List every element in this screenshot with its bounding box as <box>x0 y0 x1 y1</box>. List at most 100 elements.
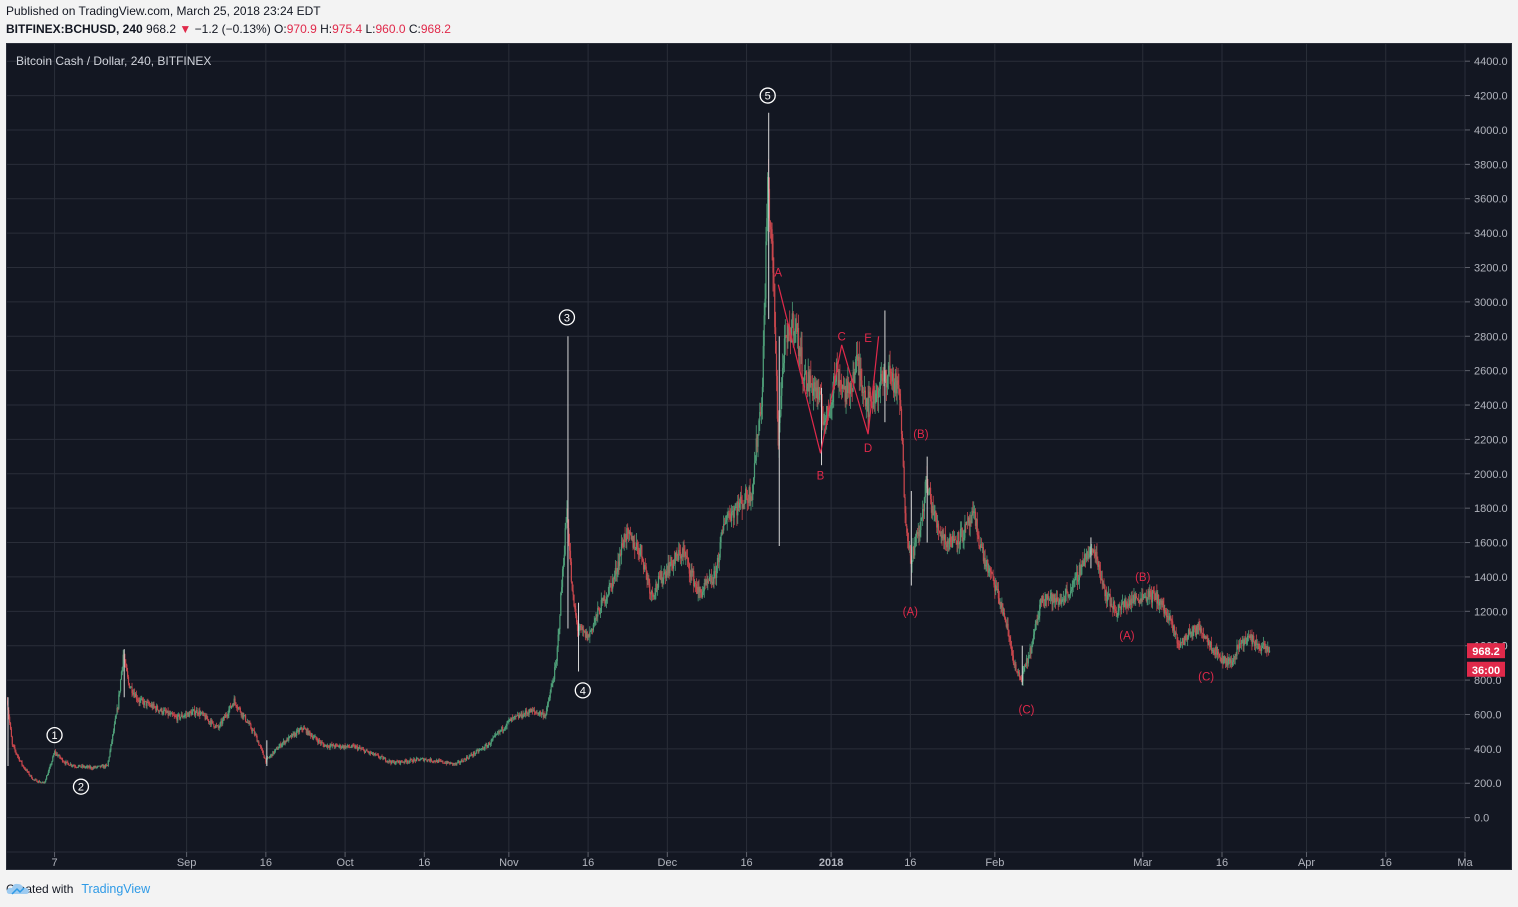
candle-body <box>1253 635 1255 642</box>
candle-body <box>899 393 901 400</box>
candle-body <box>551 683 553 687</box>
candle-body <box>7 700 8 705</box>
candle-body <box>165 711 167 713</box>
tradingview-link[interactable]: TradingView <box>6 882 150 896</box>
candle-body <box>952 535 955 542</box>
candle-body <box>1028 655 1030 657</box>
candle-body <box>838 379 840 386</box>
candle-body <box>664 571 666 574</box>
candle-body <box>628 531 631 534</box>
candle-body <box>844 386 846 402</box>
candle-body <box>941 535 943 539</box>
candle-body <box>281 742 284 745</box>
candle-body <box>857 356 859 361</box>
candle-body <box>325 744 328 748</box>
candle-body <box>33 779 35 781</box>
candle-body <box>1251 635 1253 645</box>
candle-body <box>703 583 705 591</box>
candle-body <box>384 758 386 759</box>
symbol-label: BITFINEX:BCHUSD, 240 <box>6 22 143 36</box>
candle-body <box>1077 580 1080 582</box>
candle-body <box>17 755 20 758</box>
candle-body <box>756 438 758 447</box>
candle-body <box>729 513 731 519</box>
candle-body <box>828 408 830 417</box>
candle-body <box>862 391 864 393</box>
candle-body <box>976 519 978 535</box>
candle-body <box>65 761 67 765</box>
candle-body <box>781 377 783 396</box>
candle-body <box>226 715 228 717</box>
candle-body <box>742 504 744 509</box>
wave-label: 1 <box>51 730 57 742</box>
candle-body <box>945 544 948 548</box>
candle-body <box>171 713 174 715</box>
candle-body <box>1096 551 1098 560</box>
candle-body <box>1216 647 1218 655</box>
candle-body <box>797 327 800 357</box>
candle-body <box>154 706 156 708</box>
candle-body <box>775 327 777 354</box>
candle-body <box>132 693 134 695</box>
candle-body <box>917 531 919 535</box>
candle-body <box>642 557 644 562</box>
candle-body <box>547 701 550 704</box>
candle-body <box>70 763 72 766</box>
candle-body <box>526 712 528 714</box>
candle-body <box>533 710 535 712</box>
candle-body <box>333 744 335 747</box>
candle-body <box>1111 603 1113 608</box>
candle-body <box>912 546 914 561</box>
candle-body <box>1224 656 1226 662</box>
candle-body <box>1180 642 1183 644</box>
candle-body <box>410 759 412 760</box>
candle-body <box>494 735 496 737</box>
candle-body <box>1123 605 1125 608</box>
candle-body <box>437 760 440 763</box>
candle-body <box>997 589 999 599</box>
candle-body <box>937 523 940 531</box>
candle-body <box>84 767 86 768</box>
candle-body <box>752 484 754 501</box>
candle-body <box>816 387 818 400</box>
candle-body <box>911 560 913 565</box>
candle-body <box>479 749 481 751</box>
candle-body <box>399 760 401 764</box>
candle-body <box>745 488 748 499</box>
candle-body <box>654 592 656 596</box>
candle-body <box>188 711 190 717</box>
candle-body <box>488 743 491 745</box>
candle-body <box>713 571 715 584</box>
candle-body <box>1259 649 1261 650</box>
candle-body <box>493 736 495 738</box>
candle-body <box>1215 647 1217 655</box>
candle-body <box>546 703 549 708</box>
candle-body <box>636 542 638 548</box>
candle-body <box>68 765 71 767</box>
candle-body <box>897 380 899 386</box>
candle-body <box>1042 596 1044 601</box>
candle-body <box>568 528 570 543</box>
candle-body <box>646 571 648 581</box>
candle-body <box>929 487 932 500</box>
chart-area[interactable]: 1 2 3 4 5 A B C D E (A) (B) (C) (A) (B) (C) 0.0 200.0 400… <box>6 43 1512 870</box>
candle-body <box>792 313 794 336</box>
candle-body <box>368 752 370 754</box>
candle-body <box>383 758 385 760</box>
candle-body <box>717 557 719 563</box>
candle-body <box>744 502 746 505</box>
candle-body <box>222 719 224 724</box>
candle-body <box>208 719 210 723</box>
candle-body <box>536 712 538 714</box>
candle-body <box>1194 628 1197 635</box>
candle-body <box>874 401 876 403</box>
candle-body <box>146 702 148 706</box>
candle-body <box>785 335 787 337</box>
candle-body <box>508 719 510 722</box>
candle-body <box>826 406 828 419</box>
candle-body <box>60 757 62 759</box>
candle-body <box>305 729 307 734</box>
candle-body <box>281 744 283 747</box>
candle-body <box>449 762 451 765</box>
